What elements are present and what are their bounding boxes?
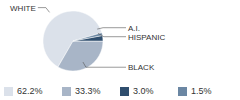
svg-text:BLACK: BLACK: [128, 63, 155, 72]
html-text:1.5%: 1.5%: [191, 86, 212, 96]
svg-text:WHITE: WHITE: [10, 4, 36, 13]
html-text:33.3%: 33.3%: [75, 86, 101, 96]
html-text:62.2%: 62.2%: [17, 86, 43, 96]
svg-text:HISPANIC: HISPANIC: [128, 33, 165, 42]
html-text:3.0%: 3.0%: [133, 86, 154, 96]
svg-text:A.I.: A.I.: [128, 24, 140, 33]
